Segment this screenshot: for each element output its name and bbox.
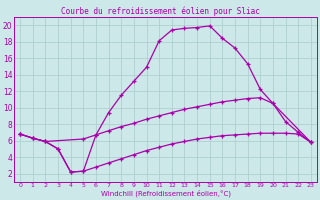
X-axis label: Windchill (Refroidissement éolien,°C): Windchill (Refroidissement éolien,°C): [100, 190, 230, 197]
Text: Courbe du refroidissement éolien pour Sliac: Courbe du refroidissement éolien pour Sl…: [60, 6, 260, 16]
